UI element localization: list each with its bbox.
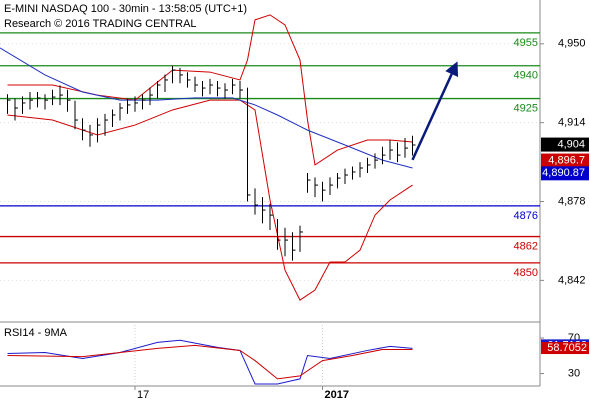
price-marker-label: 4,904 [557,138,585,150]
price-marker-label: 4,896.7 [548,154,585,166]
level-label: 4925 [514,102,538,114]
rsi-line [7,339,413,385]
chart-title: E-MINI NASDAQ 100 - 30min - 13:58:05 (UT… [4,3,247,15]
y-tick-label: 4,842 [558,274,586,286]
level-label: 4862 [514,240,538,252]
price-marker [541,166,589,181]
x-tick-label: 17 [137,389,149,400]
price-marker [541,137,589,152]
y-tick-label: 4,878 [558,195,586,207]
level-label: 4876 [514,210,538,222]
overlay-line [0,47,413,169]
rsi-line [7,344,413,380]
y-tick-label: 30 [568,367,580,379]
rsi-marker [541,342,589,355]
level-label: 4955 [514,37,538,49]
chart-subtitle: Research © 2016 TRADING CENTRAL [4,18,197,30]
rsi-title: RSI14 - 9MA [4,327,68,339]
x-tick-label: 2017 [325,389,349,400]
level-label: 4940 [514,70,538,82]
forecast-arrow [411,73,453,161]
y-tick-label: 4,914 [558,117,586,129]
overlay-line [7,14,413,166]
level-label: 4850 [514,267,538,279]
forecast-arrowhead [445,61,459,77]
price-marker [541,153,589,168]
rsi-marker-label: 58.7052 [547,342,587,354]
price-marker-label: 4,890.87 [542,167,585,179]
y-tick-label: 4,950 [558,38,586,50]
